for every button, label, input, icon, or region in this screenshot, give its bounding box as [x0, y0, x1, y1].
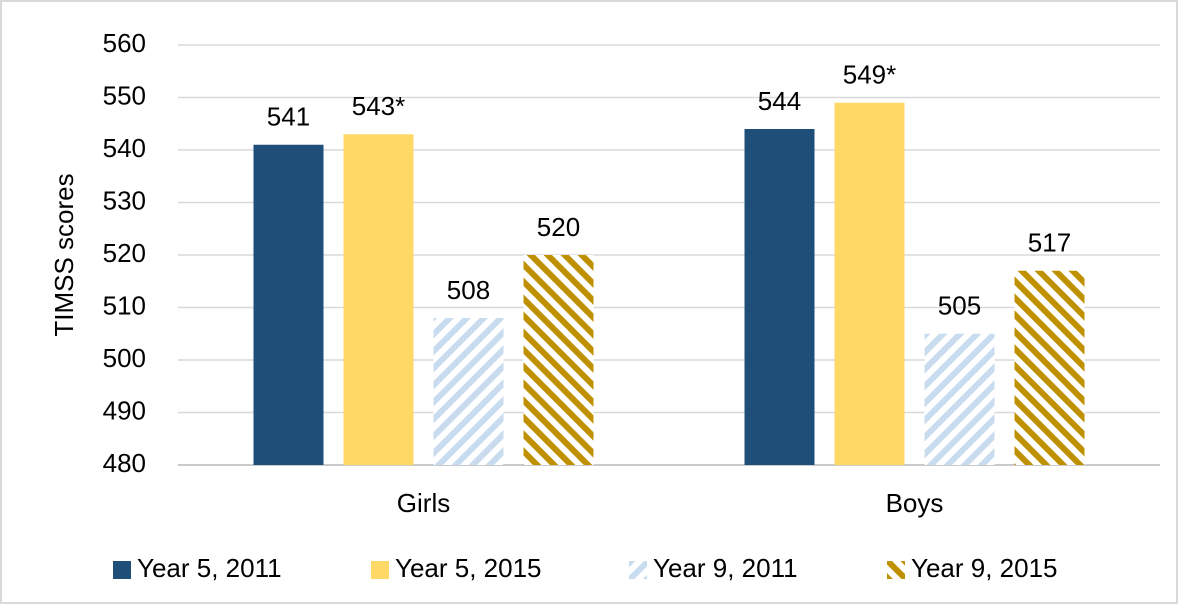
y-tick-label: 480 [103, 448, 146, 478]
data-label: 543* [352, 91, 406, 121]
data-label: 549* [843, 60, 897, 90]
bar [924, 333, 995, 465]
legend-swatch [371, 561, 389, 579]
data-label: 505 [938, 291, 981, 321]
bar [523, 255, 594, 465]
data-label: 541 [267, 102, 310, 132]
legend-label: Year 5, 2015 [395, 553, 542, 583]
data-label: 508 [447, 275, 490, 305]
bar [744, 129, 815, 465]
y-tick-label: 520 [103, 238, 146, 268]
y-tick-label: 550 [103, 80, 146, 110]
bar [834, 102, 905, 465]
y-tick-label: 490 [103, 395, 146, 425]
data-label: 517 [1028, 228, 1071, 258]
x-tick-label: Boys [886, 488, 944, 518]
y-tick-label: 560 [103, 28, 146, 58]
legend-label: Year 5, 2011 [137, 553, 282, 583]
data-label: 544 [758, 86, 801, 116]
y-tick-label: 530 [103, 185, 146, 215]
y-axis-label: TIMSS scores [49, 173, 79, 336]
data-label: 520 [537, 212, 580, 242]
legend-label: Year 9, 2011 [653, 553, 798, 583]
legend-swatch [629, 561, 647, 579]
bar [1014, 270, 1085, 465]
legend-swatch [113, 561, 131, 579]
y-tick-label: 540 [103, 133, 146, 163]
bar [433, 318, 504, 465]
y-tick-label: 500 [103, 343, 146, 373]
legend-label: Year 9, 2015 [911, 553, 1058, 583]
y-tick-label: 510 [103, 290, 146, 320]
legend-swatch [887, 561, 905, 579]
bar [253, 144, 324, 465]
x-tick-label: Girls [397, 488, 450, 518]
bar [343, 134, 414, 465]
